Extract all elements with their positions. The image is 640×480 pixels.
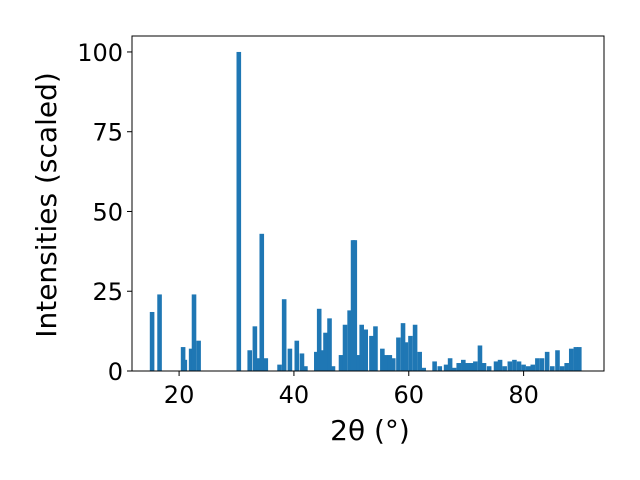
- bar: [486, 366, 492, 371]
- bar: [323, 332, 328, 371]
- bar: [327, 318, 332, 371]
- bar: [303, 366, 308, 371]
- y-tick-label: 50: [92, 198, 123, 226]
- plot-frame: [131, 35, 605, 372]
- bar: [497, 359, 503, 371]
- bar: [400, 323, 406, 371]
- bar: [342, 324, 348, 371]
- x-axis-ticks: 20 40 60 80: [164, 371, 539, 409]
- bar: [277, 364, 282, 371]
- bar: [356, 355, 362, 371]
- bar: [352, 240, 358, 371]
- bar: [437, 366, 443, 371]
- bar: [191, 294, 197, 371]
- bar: [390, 358, 396, 371]
- bar: [281, 299, 287, 371]
- bar: [256, 358, 261, 371]
- bar: [525, 366, 531, 371]
- bar: [573, 347, 579, 371]
- bar: [196, 340, 201, 371]
- bar: [263, 358, 269, 371]
- bar: [359, 324, 364, 371]
- bar: [316, 308, 322, 371]
- bar: [363, 329, 368, 371]
- bar: [188, 348, 194, 371]
- bar: [294, 340, 300, 371]
- bar: [550, 366, 555, 371]
- bar: [521, 364, 526, 371]
- bar: [473, 361, 478, 371]
- bar: [383, 355, 389, 371]
- bar: [461, 359, 466, 371]
- bar: [465, 363, 470, 371]
- bar: [469, 363, 474, 371]
- bar: [403, 342, 409, 371]
- bar: [314, 351, 319, 371]
- x-tick-label: 20: [164, 381, 195, 409]
- bar: [380, 348, 385, 371]
- bar: [319, 350, 325, 371]
- bar: [432, 361, 437, 371]
- bar: [481, 363, 487, 371]
- y-tick-label: 75: [92, 119, 123, 147]
- bar: [456, 363, 462, 371]
- bar: [530, 364, 536, 371]
- bar: [373, 326, 378, 371]
- bar: [451, 367, 457, 371]
- bar: [555, 350, 560, 371]
- bar: [396, 337, 401, 371]
- bar: [259, 233, 265, 371]
- x-tick-label: 40: [279, 381, 310, 409]
- bar: [149, 311, 155, 371]
- bar: [539, 358, 545, 371]
- bar: [568, 348, 574, 371]
- bar: [535, 358, 540, 371]
- bar: [564, 363, 569, 371]
- x-axis-label: 2θ (°): [330, 414, 410, 447]
- bar: [252, 326, 258, 371]
- bar: [347, 310, 352, 371]
- bar: [447, 358, 453, 371]
- x-tick-label: 80: [508, 381, 539, 409]
- bar: [299, 353, 305, 371]
- bar: [512, 359, 517, 371]
- bar: [236, 51, 242, 371]
- bar: [507, 361, 513, 371]
- bar: [502, 366, 507, 371]
- bar: [387, 355, 393, 371]
- bar-layer: [149, 51, 582, 371]
- bar: [330, 366, 336, 371]
- bar: [559, 366, 565, 371]
- bar: [516, 361, 522, 371]
- y-axis-ticks: 0 25 50 75 100: [77, 39, 132, 386]
- y-tick-label: 100: [77, 39, 123, 67]
- bar: [544, 351, 550, 371]
- bar: [417, 351, 422, 371]
- bar: [443, 364, 449, 371]
- y-tick-label: 25: [92, 278, 123, 306]
- y-axis-label: Intensities (scaled): [30, 72, 63, 338]
- x-tick-label: 60: [393, 381, 424, 409]
- bar: [408, 335, 413, 371]
- bar: [287, 348, 293, 371]
- bar: [247, 350, 253, 371]
- bar: [477, 345, 483, 371]
- bar: [182, 359, 188, 371]
- bar: [493, 361, 499, 371]
- bar: [338, 355, 344, 371]
- bar: [180, 347, 186, 371]
- bar: [421, 367, 426, 371]
- bar: [577, 347, 582, 371]
- bar: [157, 294, 162, 371]
- bar: [412, 324, 418, 371]
- y-tick-label: 0: [108, 358, 123, 386]
- bar: [369, 335, 374, 371]
